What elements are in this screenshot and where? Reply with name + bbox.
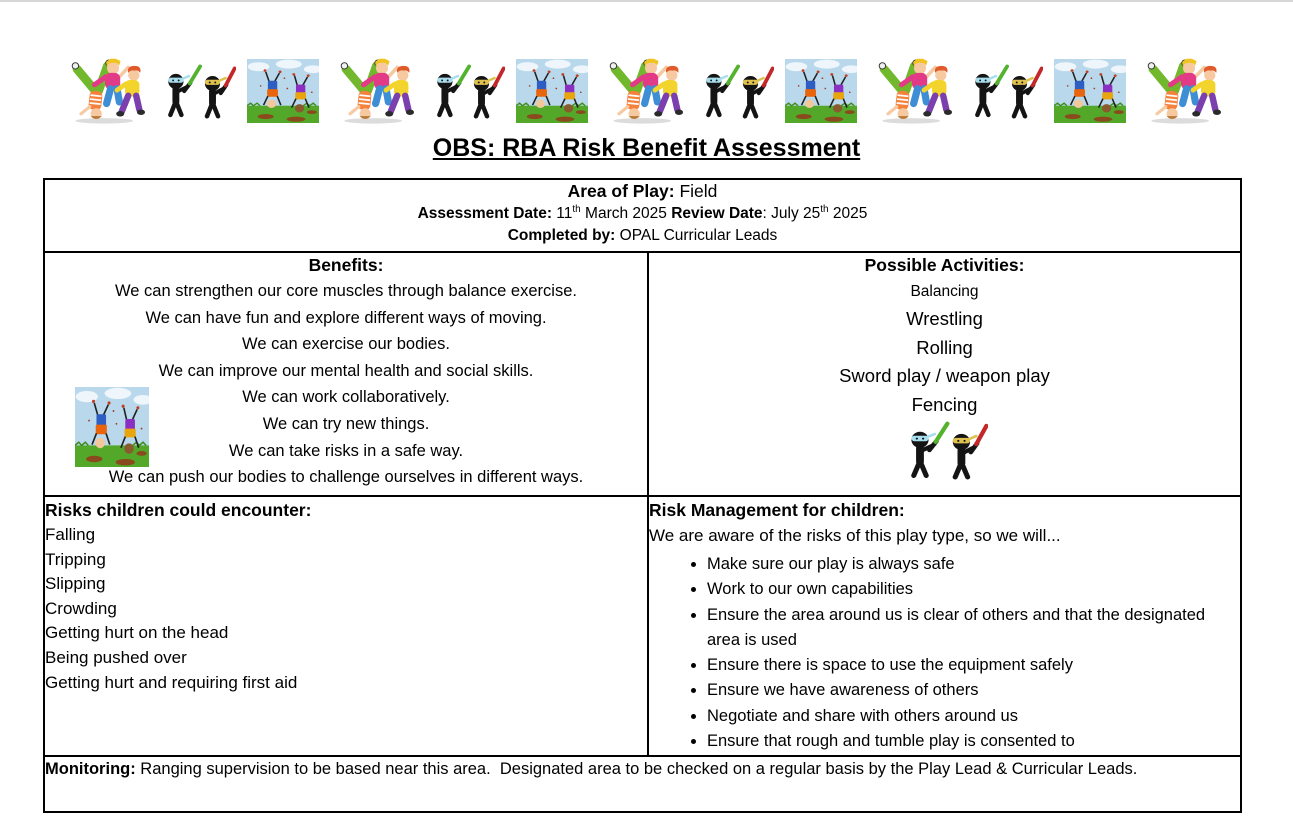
benefits-cartwheel-image	[74, 387, 153, 467]
ninja-sword-fight-icon	[974, 64, 1044, 119]
activities-ninja-image	[649, 420, 1240, 480]
risk-item: Being pushed over	[45, 647, 187, 667]
risk-management-list: Make sure our play is always safe Work t…	[649, 552, 1240, 754]
cartwheel-kids-image	[515, 59, 592, 123]
ninja-sword-fight-icon	[436, 64, 506, 119]
assessment-date-value: 11	[552, 205, 573, 222]
kids-tumbling-clipart-icon	[340, 58, 414, 124]
management-item: Ensure there is space to use the equipme…	[707, 653, 1240, 678]
risk-item: Getting hurt on the head	[45, 623, 229, 643]
kids-tumbling-clipart-icon	[1147, 58, 1221, 124]
kids-tumbling-clipart-icon	[609, 58, 683, 124]
benefit-item: We can take risks in a safe way.	[228, 441, 464, 460]
area-of-play-line: Area of Play: Field	[45, 180, 1240, 203]
kids-clipart	[1145, 58, 1225, 124]
activity-item: Sword play / weapon play	[839, 365, 1050, 386]
cartwheel-clipart	[515, 59, 592, 123]
benefit-item: We can exercise our bodies.	[242, 335, 450, 354]
assessment-date-value-rest: March 2025	[580, 205, 672, 222]
risk-item: Falling	[45, 525, 96, 544]
cartwheel-clipart	[246, 59, 323, 123]
benefit-item: We can try new things.	[262, 414, 430, 433]
benefit-item: We can have fun and explore different wa…	[145, 308, 547, 327]
ninjas-clipart	[698, 63, 775, 119]
benefits-cell: Benefits: We can strengthen our core mus…	[43, 251, 649, 497]
cartwheel-kids-image	[1053, 59, 1130, 123]
assessment-date-ordinal: th	[572, 203, 581, 215]
management-item: Ensure we have awareness of others	[707, 678, 1240, 703]
risk-management-heading: Risk Management for children:	[649, 500, 905, 520]
risk-item: Crowding	[45, 598, 117, 618]
dates-line: Assessment Date: 11th March 2025 Review …	[45, 203, 1240, 225]
review-date-ordinal: th	[820, 203, 829, 215]
ninja-sword-fight-icon	[705, 64, 775, 119]
ninjas-clipart	[160, 63, 237, 119]
kids-clipart	[876, 58, 956, 124]
management-item: Ensure the area around us is clear of ot…	[707, 603, 1240, 654]
monitoring-label: Monitoring:	[45, 760, 136, 778]
risk-management-intro: We are aware of the risks of this play t…	[649, 526, 1061, 545]
risks-cell: Risks children could encounter: Falling …	[43, 495, 649, 757]
cartwheel-kids-image	[246, 59, 323, 123]
benefit-item: We can strengthen our core muscles throu…	[115, 282, 577, 300]
activity-item: Rolling	[916, 336, 973, 358]
activity-item: Fencing	[911, 393, 978, 415]
kids-clipart	[69, 58, 149, 124]
document-title: OBS: RBA Risk Benefit Assessment	[432, 134, 861, 162]
risk-management-cell: Risk Management for children: We are awa…	[646, 495, 1243, 757]
cartwheel-kids-image	[74, 387, 153, 467]
benefit-item: We can work collaboratively.	[242, 388, 450, 407]
clipart-banner	[0, 56, 1293, 126]
monitoring-text: Ranging supervision to be based near thi…	[135, 760, 1138, 778]
risk-item: Getting hurt and requiring first aid	[45, 672, 298, 692]
monitoring-cell: Monitoring: Ranging supervision to be ba…	[42, 755, 1243, 813]
management-item: Make sure our play is always safe	[707, 552, 1240, 577]
benefit-item: We can improve our mental health and soc…	[158, 361, 534, 380]
management-item: Ensure that rough and tumble play is con…	[707, 729, 1240, 754]
risk-item: Slipping	[45, 574, 106, 594]
activity-item: Wrestling	[906, 308, 983, 329]
completed-by-value: OPAL Curricular Leads	[615, 227, 778, 244]
cartwheel-clipart	[784, 59, 861, 123]
assessment-date-label: Assessment Date:	[417, 205, 552, 222]
area-of-play-value: Field	[674, 181, 718, 201]
activities-heading: Possible Activities:	[864, 255, 1025, 275]
completed-by-line: Completed by: OPAL Curricular Leads	[45, 225, 1240, 247]
table-header-cell: Area of Play: Field Assessment Date: 11t…	[42, 178, 1243, 253]
review-date-value-rest: 2025	[828, 205, 868, 222]
kids-tumbling-clipart-icon	[878, 58, 952, 124]
benefit-item: We can push our bodies to challenge ours…	[108, 468, 584, 487]
management-item: Work to our own capabilities	[707, 577, 1240, 602]
kids-clipart	[338, 58, 418, 124]
activities-cell: Possible Activities: Balancing Wrestling…	[646, 251, 1243, 497]
ninja-sword-fight-icon	[910, 421, 989, 480]
rba-table: Area of Play: Field Assessment Date: 11t…	[42, 178, 1243, 813]
review-date-label: Review Date	[671, 205, 763, 222]
kids-clipart	[607, 58, 687, 124]
management-item: Negotiate and share with others around u…	[707, 704, 1240, 729]
ninjas-clipart	[429, 63, 506, 119]
ninja-sword-fight-icon	[167, 64, 237, 119]
benefits-heading: Benefits:	[308, 255, 384, 275]
cartwheel-clipart	[1053, 59, 1130, 123]
risks-heading: Risks children could encounter:	[45, 500, 312, 520]
completed-by-label: Completed by:	[507, 227, 616, 244]
cartwheel-kids-image	[784, 59, 861, 123]
kids-tumbling-clipart-icon	[71, 58, 145, 124]
area-of-play-label: Area of Play:	[567, 181, 675, 201]
page-top-edge	[0, 0, 1293, 2]
review-date-value: : July 25	[762, 205, 821, 222]
activity-item: Balancing	[910, 283, 979, 300]
risk-item: Tripping	[45, 549, 106, 569]
ninjas-clipart	[967, 63, 1044, 119]
